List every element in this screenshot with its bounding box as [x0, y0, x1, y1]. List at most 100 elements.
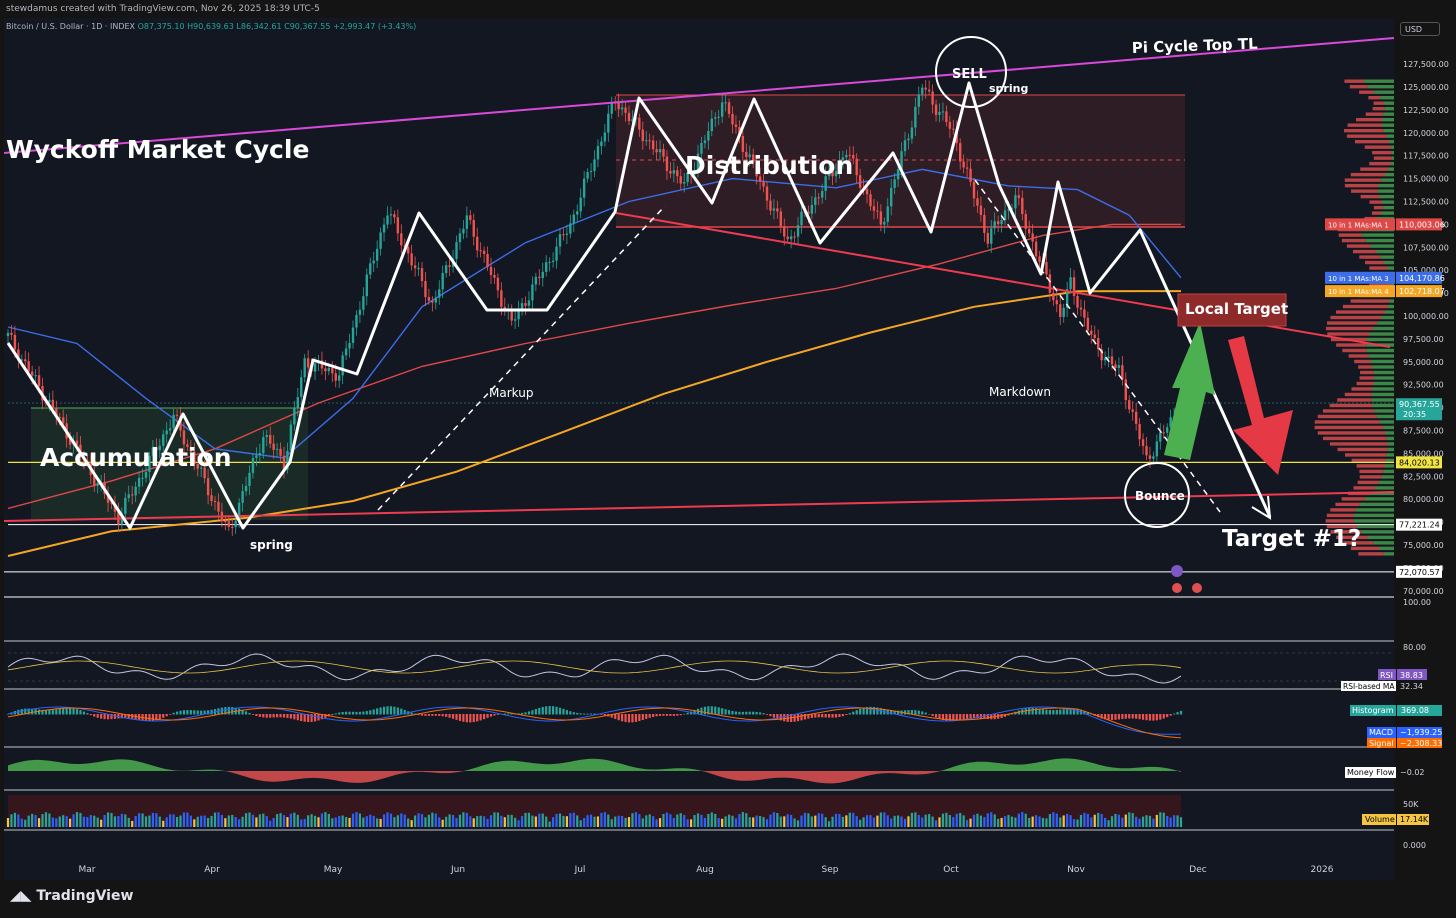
macd-hist-bar	[244, 711, 248, 715]
price-label-value: 110,003.06	[1399, 220, 1445, 229]
candle-body	[745, 151, 748, 158]
macd-hist-bar	[1155, 714, 1158, 721]
volume-bar	[1166, 816, 1169, 827]
macd-hist-bar	[1145, 714, 1148, 721]
profile-bar-buy	[1383, 205, 1394, 210]
candle-body	[106, 493, 110, 503]
macd-hist-bar	[376, 708, 379, 715]
volume-bar	[313, 815, 317, 827]
volume-bar	[75, 812, 79, 827]
macd-hist-bar	[1072, 708, 1076, 715]
candle-body	[417, 268, 420, 270]
volume-bar	[828, 821, 831, 827]
macd-hist-bar	[1107, 714, 1110, 720]
macd-hist-bar	[714, 706, 717, 715]
macd-hist-bar	[96, 714, 99, 718]
macd-hist-bar	[948, 714, 951, 722]
volume-bar	[859, 819, 862, 827]
macd-hist-bar	[576, 712, 579, 715]
volume-bar	[407, 818, 410, 827]
candle-body	[1169, 417, 1172, 428]
currency-selector[interactable]: USD	[1400, 22, 1440, 36]
hist-value: 369.08	[1401, 706, 1429, 715]
macd-hist-bar	[1086, 712, 1089, 715]
macd-hist-bar	[403, 709, 406, 715]
candle-body	[827, 171, 831, 177]
volume-bar	[693, 815, 696, 827]
candle-body	[293, 408, 296, 425]
candle-body	[258, 453, 262, 456]
volume-bar	[289, 813, 292, 827]
macd-hist-bar	[417, 714, 420, 716]
candle-body	[338, 375, 341, 381]
macd-hist-bar	[724, 709, 727, 715]
profile-bar-sell	[1314, 420, 1381, 424]
volume-bar	[565, 816, 568, 827]
candle-body	[741, 136, 745, 152]
volume-bar	[434, 813, 437, 827]
volume-bar	[534, 816, 537, 827]
candle-body	[886, 206, 889, 222]
macd-hist-bar	[496, 714, 499, 715]
macd-hist-bar	[1076, 708, 1079, 715]
candle-body	[762, 181, 765, 187]
local-target-label: Local Target	[1185, 300, 1288, 318]
candle-body	[1024, 213, 1027, 229]
candle-body	[834, 171, 838, 177]
price-tick-label: 100,000.00	[1403, 312, 1449, 321]
macd-hist-bar	[82, 711, 85, 715]
price-label-tag	[1396, 518, 1442, 531]
candle-body	[641, 129, 644, 142]
volume-bar	[979, 815, 982, 827]
candle-body	[427, 297, 431, 301]
volume-bar	[400, 813, 403, 827]
candle-body	[1014, 195, 1017, 209]
volume-bar	[262, 813, 265, 827]
symbol-name[interactable]: Bitcoin / U.S. Dollar · 1D · INDEX	[6, 22, 136, 31]
macd-hist-bar	[124, 714, 127, 719]
volume-bar	[420, 814, 424, 827]
close-value: C90,367.55	[284, 22, 331, 31]
volume-bar	[596, 816, 600, 827]
candle-body	[400, 233, 403, 246]
macd-hist-bar	[486, 714, 489, 718]
candle-body	[34, 375, 37, 377]
candle-body	[75, 440, 79, 445]
profile-bar-buy	[1387, 266, 1394, 270]
candle-body	[582, 178, 586, 198]
rsi-label: RSI	[1380, 671, 1393, 680]
us-flag-icon	[1192, 583, 1202, 593]
volume-bar	[683, 814, 686, 827]
macd-hist-bar	[848, 713, 851, 715]
profile-bar-buy	[1385, 431, 1394, 435]
candle-body	[248, 472, 251, 486]
candle-body	[779, 211, 782, 227]
volume-bar	[17, 814, 20, 827]
macd-hist-bar	[1007, 714, 1010, 716]
volume-bar	[20, 818, 23, 827]
volume-bar	[665, 812, 669, 827]
macd-hist-bar	[300, 714, 303, 722]
candle-body	[96, 482, 99, 486]
candle-body	[579, 197, 582, 212]
volume-bar	[296, 814, 299, 827]
candle-body	[551, 260, 555, 262]
profile-bar-sell	[1372, 106, 1385, 111]
candle-body	[569, 223, 572, 234]
volume-bar	[634, 812, 637, 827]
volume-bar	[962, 815, 965, 827]
candle-body	[965, 167, 969, 169]
volume-bar	[928, 814, 931, 827]
candle-body	[600, 141, 603, 147]
volume-bar	[186, 812, 189, 827]
macd-hist-bar	[483, 714, 486, 720]
macd-hist-bar	[358, 711, 361, 715]
profile-bar-buy	[1374, 376, 1394, 380]
ma-label-tag	[1325, 218, 1395, 231]
candle-body	[313, 363, 317, 372]
candle-body	[358, 309, 362, 315]
volume-bar	[966, 820, 969, 827]
candle-body	[1103, 358, 1107, 361]
volume-bar	[1148, 815, 1152, 827]
